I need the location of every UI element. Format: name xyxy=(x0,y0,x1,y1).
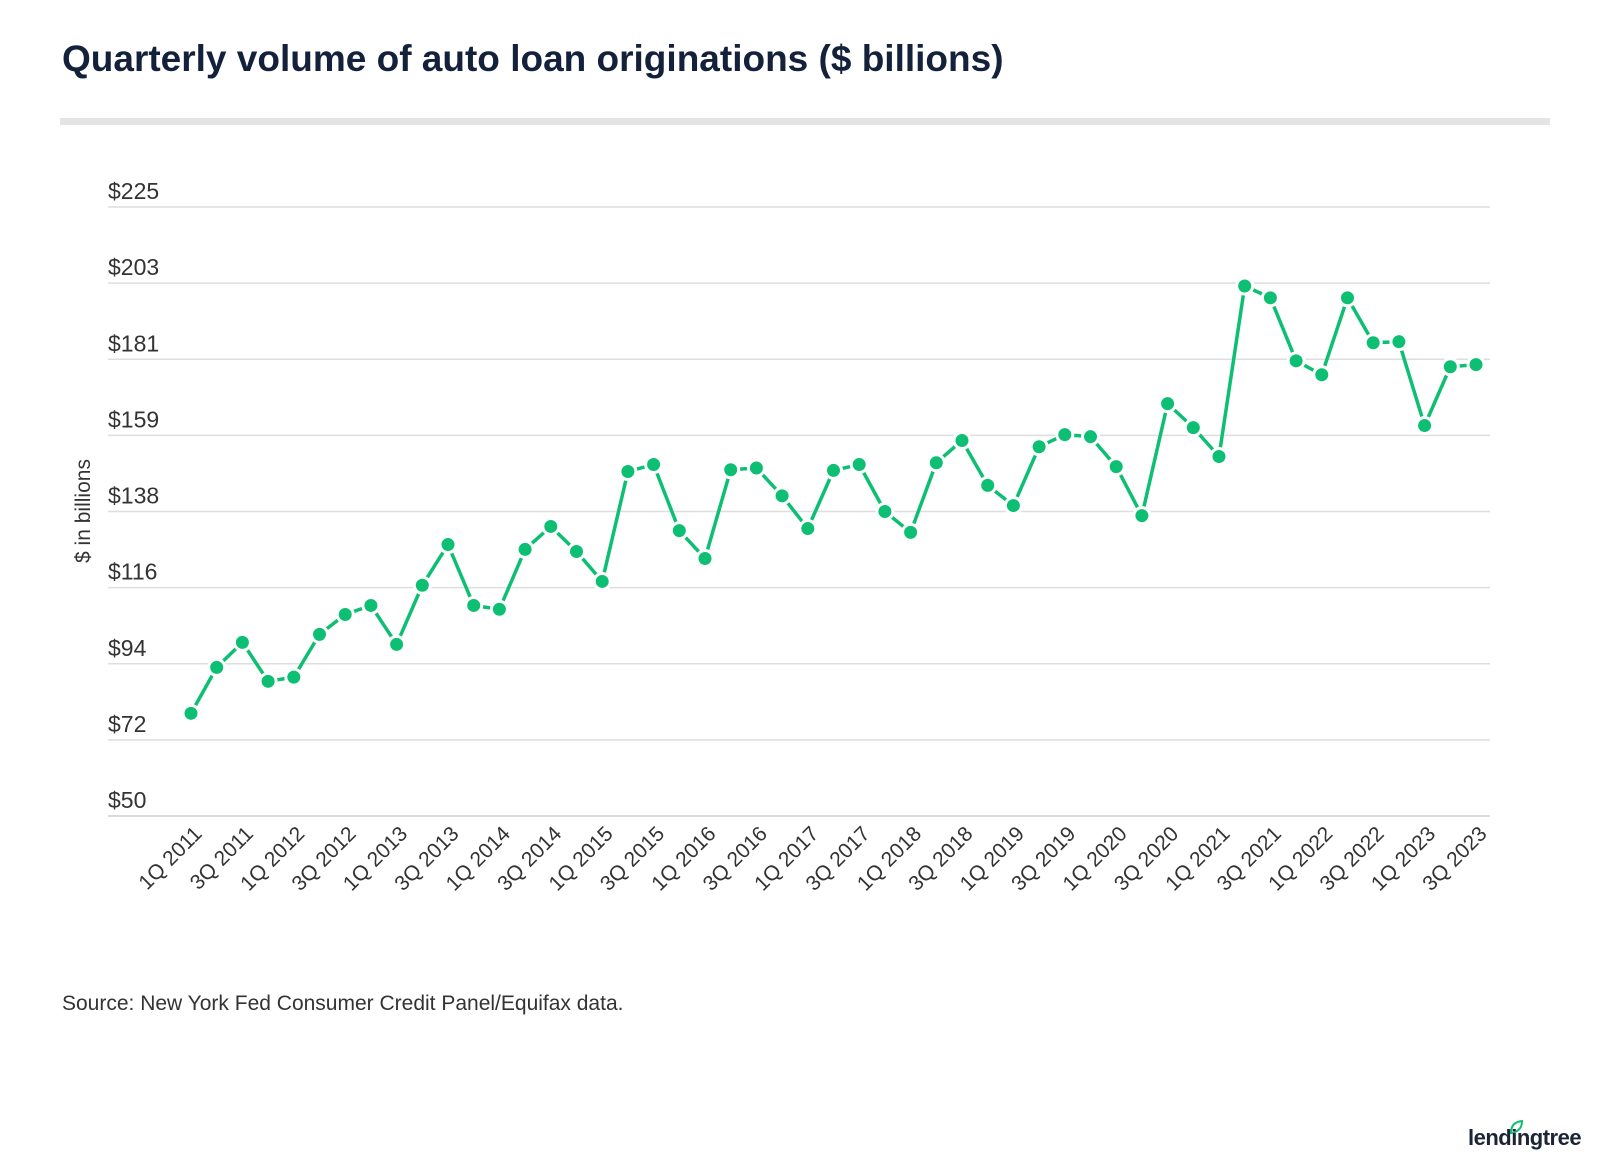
title-divider xyxy=(60,118,1550,125)
data-point xyxy=(669,521,689,541)
data-point xyxy=(1029,437,1049,457)
data-point xyxy=(849,455,869,475)
data-point xyxy=(618,461,638,481)
data-point xyxy=(1003,496,1023,516)
y-tick-label: $72 xyxy=(108,711,146,737)
data-point xyxy=(1286,351,1306,371)
data-point xyxy=(746,458,766,478)
data-point xyxy=(1312,365,1332,385)
data-point xyxy=(181,703,201,723)
y-tick-label: $50 xyxy=(108,787,146,813)
data-point xyxy=(258,671,278,691)
lendingtree-logo: lendingtree xyxy=(1468,1125,1582,1150)
data-point xyxy=(412,575,432,595)
data-point xyxy=(1260,288,1280,308)
source-note: Source: New York Fed Consumer Credit Pan… xyxy=(62,992,624,1015)
data-point xyxy=(798,519,818,539)
data-point xyxy=(541,516,561,536)
data-point xyxy=(824,460,843,480)
data-point xyxy=(721,460,741,480)
data-point xyxy=(387,634,407,654)
y-tick-label: $181 xyxy=(108,330,159,356)
y-tick-label: $159 xyxy=(108,406,159,432)
data-point xyxy=(335,605,355,625)
data-point xyxy=(1209,447,1229,467)
data-point xyxy=(515,539,535,559)
data-point xyxy=(361,595,381,615)
data-point xyxy=(567,542,586,562)
series-line xyxy=(189,284,1477,715)
y-axis-label: $ in billions xyxy=(72,459,95,563)
data-point xyxy=(1158,394,1178,414)
leaf-logo-icon xyxy=(1509,1120,1523,1134)
data-point xyxy=(952,431,972,451)
chart-title: Quarterly volume of auto loan originatio… xyxy=(62,38,1004,79)
data-point xyxy=(1389,332,1409,352)
y-tick-label: $138 xyxy=(108,483,159,509)
data-point xyxy=(1183,418,1203,438)
data-point xyxy=(978,475,998,495)
data-point xyxy=(232,632,252,652)
data-point xyxy=(1081,427,1100,447)
data-point xyxy=(1440,357,1460,377)
data-point xyxy=(772,486,792,506)
data-point xyxy=(875,502,895,521)
data-point xyxy=(1106,457,1126,477)
data-point xyxy=(926,453,946,473)
data-point xyxy=(1132,506,1152,526)
data-point xyxy=(438,535,458,555)
data-point xyxy=(1466,355,1486,375)
y-tick-label: $203 xyxy=(108,254,159,280)
data-point xyxy=(284,667,304,687)
data-point xyxy=(310,624,329,644)
data-point xyxy=(644,455,664,475)
data-point xyxy=(1235,276,1255,296)
data-point xyxy=(695,548,715,568)
y-tick-label: $94 xyxy=(108,635,147,661)
data-point xyxy=(464,595,484,615)
y-tick-label: $225 xyxy=(108,178,159,204)
data-point xyxy=(592,571,612,591)
line-chart: $50 $72 $94 $116 $138 $159 $181 $203 $225 $ in bi… xyxy=(72,178,1492,896)
data-point xyxy=(1415,416,1435,436)
data-point xyxy=(901,522,921,542)
data-point xyxy=(489,599,509,619)
data-point xyxy=(1338,288,1357,308)
data-point xyxy=(1055,425,1075,445)
data-point xyxy=(1363,333,1383,353)
data-point xyxy=(207,657,227,677)
y-tick-label: $116 xyxy=(108,559,157,585)
